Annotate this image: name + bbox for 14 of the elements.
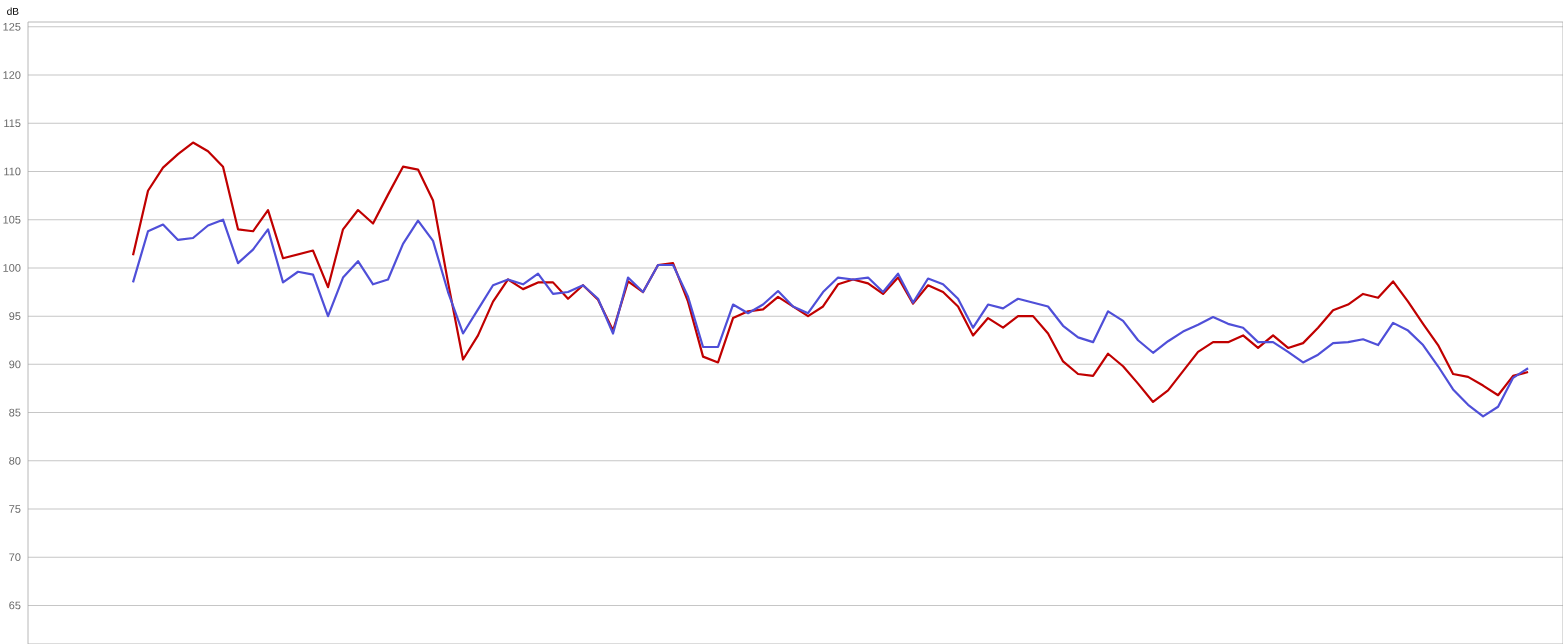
y-tick-label: 125 [3, 22, 21, 31]
y-tick-label: 80 [9, 456, 21, 465]
y-tick-label: 95 [9, 312, 21, 321]
y-tick-label: 70 [9, 553, 21, 562]
y-tick-label: 115 [4, 119, 21, 128]
y-tick-label: 120 [3, 71, 21, 79]
y-tick-label: 90 [9, 360, 21, 369]
y-tick-label: 105 [3, 215, 21, 224]
y-tick-label: 85 [9, 408, 21, 417]
y-axis-title: dB [7, 7, 19, 15]
y-tick-label: 75 [9, 505, 21, 513]
y-tick-label: 100 [3, 264, 21, 272]
y-tick-label: 65 [9, 601, 21, 610]
y-tick-label: 110 [4, 167, 21, 176]
